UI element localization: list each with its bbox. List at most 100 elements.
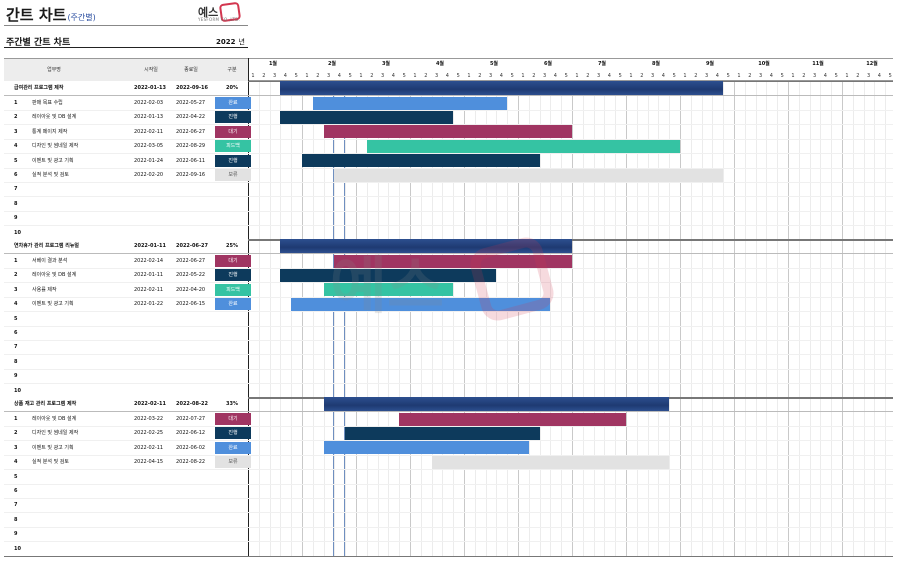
week-gridline	[529, 81, 530, 556]
task-number: 8	[14, 516, 18, 523]
week-gridline	[691, 81, 692, 556]
task-row[interactable]: 4 이벤트 및 광고 기획 2022-01-22 2022-06-15 완료	[4, 297, 251, 311]
week-gridline	[820, 81, 821, 556]
task-row[interactable]: 2 레이아웃 및 DB 설계 2022-01-13 2022-04-22 진행	[4, 110, 251, 124]
task-row[interactable]: 3 이벤트 및 광고 기획 2022-02-11 2022-06-02 완료	[4, 441, 251, 455]
week-gridline	[756, 81, 757, 556]
week-gridline	[615, 81, 616, 556]
task-row[interactable]: 5	[4, 312, 248, 326]
task-row[interactable]: 7	[4, 340, 248, 354]
task-row[interactable]: 4 디자인 및 썸네일 제작 2022-03-05 2022-08-29 피드백	[4, 139, 251, 153]
week-label: 4	[877, 73, 881, 79]
task-end: 2022-06-15	[176, 301, 206, 308]
task-name: 레이아웃 및 DB 설계	[32, 272, 77, 279]
task-row[interactable]: 1 레이아웃 및 DB 설계 2022-03-22 2022-07-27 대기	[4, 412, 251, 426]
task-row[interactable]: 8	[4, 197, 248, 211]
task-number: 10	[14, 387, 21, 394]
week-label: 4	[553, 73, 557, 79]
phase-start: 2022-01-11	[134, 243, 166, 249]
status-badge: 피드백	[215, 140, 251, 153]
row-divider	[4, 225, 893, 227]
month-label: 12월	[866, 61, 878, 67]
row-divider	[4, 167, 893, 169]
task-row[interactable]: 9	[4, 211, 248, 225]
week-gridline	[453, 81, 454, 556]
today-marker	[344, 81, 345, 556]
task-row[interactable]: 9	[4, 527, 248, 541]
task-row[interactable]: 6	[4, 326, 248, 340]
phase-bar	[280, 239, 572, 253]
week-label: 3	[813, 73, 817, 79]
task-end: 2022-07-27	[176, 416, 206, 422]
task-row[interactable]: 5	[4, 470, 248, 484]
week-label: 5	[888, 73, 892, 79]
week-gridline	[486, 81, 487, 556]
phase-row[interactable]: 상품 재고 관리 프로그램 제작 2022-02-11 2022-08-22 33%	[4, 397, 248, 411]
phase-name: 급여관리 프로그램 제작	[14, 85, 64, 91]
task-number: 6	[14, 330, 18, 336]
week-label: 3	[759, 73, 763, 79]
week-gridline	[594, 81, 595, 556]
task-name: 서베이 결과 분석	[32, 258, 68, 264]
task-row[interactable]: 6	[4, 484, 248, 498]
task-row[interactable]: 5 이벤트 및 광고 기획 2022-01-24 2022-06-11 진행	[4, 154, 251, 168]
week-label: 2	[640, 73, 644, 79]
week-label: 5	[780, 73, 784, 79]
row-divider	[4, 138, 893, 140]
week-gridline	[702, 81, 703, 556]
phase-row[interactable]: 급여관리 프로그램 제작 2022-01-13 2022-09-16 20%	[4, 81, 248, 95]
week-label: 2	[856, 73, 860, 79]
row-divider	[4, 124, 893, 126]
task-name: 이벤트 및 광고 기획	[32, 157, 74, 164]
task-end: 2022-04-22	[176, 114, 206, 121]
task-row[interactable]: 3 통계 페이지 제작 2022-02-11 2022-06-27 대기	[4, 125, 251, 139]
task-row[interactable]: 6 실적 분석 및 검토 2022-02-20 2022-09-16 보류	[4, 168, 251, 182]
week-gridline	[280, 81, 281, 556]
task-number: 2	[14, 430, 18, 437]
week-gridline	[874, 81, 875, 556]
task-row[interactable]: 10	[4, 384, 248, 398]
row-divider	[4, 182, 893, 183]
task-bar	[312, 96, 508, 110]
task-number: 5	[14, 157, 18, 164]
task-row[interactable]: 8	[4, 513, 248, 527]
task-row[interactable]: 3 사용률 제작 2022-02-11 2022-04-20 피드백	[4, 283, 251, 297]
task-row[interactable]: 10	[4, 226, 248, 240]
task-row[interactable]: 9	[4, 369, 248, 383]
table-header: 업무명 시작일 종료일 구분	[4, 58, 248, 82]
week-gridline	[583, 81, 584, 556]
month-label: 3월	[381, 61, 391, 67]
week-gridline	[788, 81, 789, 556]
task-row[interactable]: 7	[4, 182, 248, 196]
task-row[interactable]: 7	[4, 498, 248, 512]
week-gridline	[669, 81, 670, 556]
task-bar	[399, 412, 626, 426]
task-start: 2022-01-13	[134, 114, 164, 121]
task-row[interactable]: 2 디자인 및 썸네일 제작 2022-02-25 2022-06-12 진행	[4, 426, 251, 440]
task-number: 5	[14, 473, 18, 480]
phase-row[interactable]: 연차휴가 관리 프로그램 리뉴얼 2022-01-11 2022-06-27 25%	[4, 239, 248, 253]
row-divider	[4, 311, 893, 313]
task-row[interactable]: 4 실적 분석 및 검토 2022-04-15 2022-08-22 보류	[4, 455, 251, 469]
row-divider	[4, 440, 893, 442]
week-gridline	[723, 81, 724, 556]
task-row[interactable]: 10	[4, 542, 248, 556]
week-gridline	[799, 81, 800, 556]
status-badge: 대기	[215, 125, 251, 138]
week-label: 5	[348, 73, 352, 79]
task-start: 2022-02-25	[134, 430, 164, 437]
week-label: 4	[337, 73, 341, 79]
task-start: 2022-04-15	[134, 459, 164, 466]
task-row[interactable]: 2 레이아웃 및 DB 설계 2022-01-11 2022-05-22 진행	[4, 268, 251, 282]
phase-bottom-border	[4, 253, 893, 254]
phase-end-border	[4, 556, 893, 557]
task-start: 2022-02-11	[134, 286, 164, 293]
row-divider	[4, 110, 893, 111]
week-gridline	[680, 81, 681, 556]
week-label: 3	[867, 73, 871, 79]
task-row[interactable]: 8	[4, 355, 248, 369]
year-label: 2022 년	[216, 37, 245, 47]
chart-subtitle: 주간별 간트 차트	[6, 38, 71, 48]
task-row[interactable]: 1 서베이 결과 분석 2022-02-14 2022-06-27 대기	[4, 254, 251, 268]
task-row[interactable]: 1 판매 목표 수립 2022-02-03 2022-05-27 완료	[4, 96, 251, 110]
